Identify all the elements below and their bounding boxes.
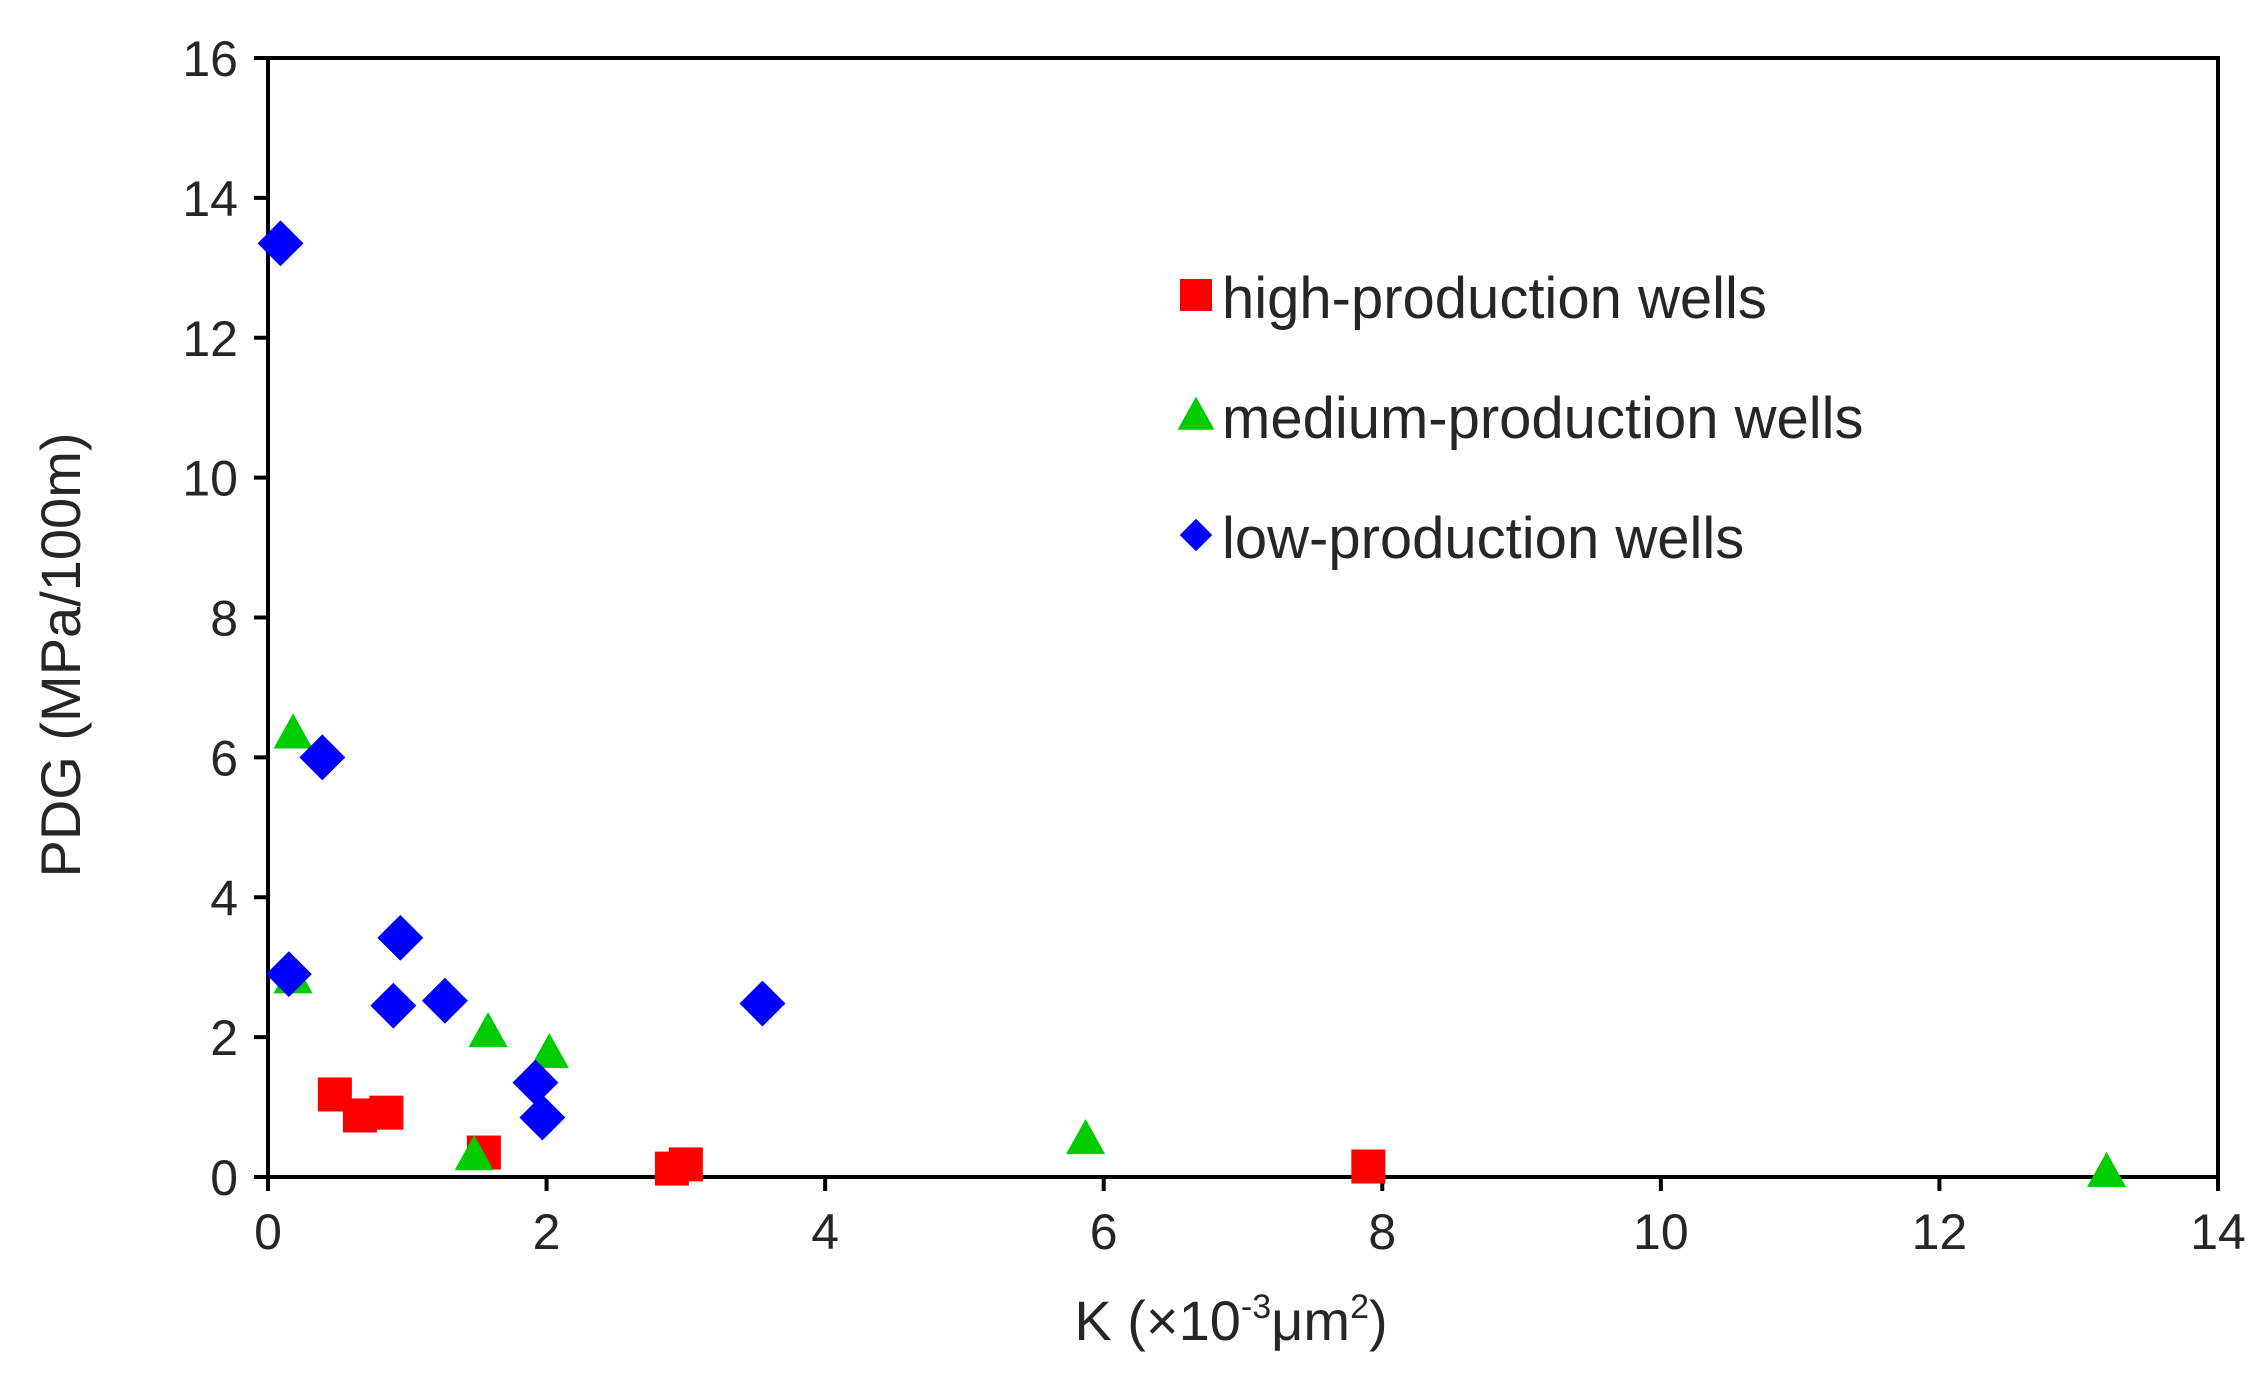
data-point: [377, 914, 424, 961]
x-axis-title-base: K (×10: [1074, 1289, 1241, 1352]
data-point: [369, 1095, 404, 1130]
y-tick-label: 2: [210, 1010, 238, 1066]
legend-label: medium-production wells: [1222, 386, 1863, 451]
y-tick-label: 6: [210, 730, 238, 786]
data-point: [265, 951, 312, 998]
data-point: [468, 1011, 508, 1048]
legend-marker: [1179, 518, 1213, 552]
x-tick-label: 2: [533, 1204, 561, 1260]
x-axis-title-end: ): [1369, 1289, 1388, 1352]
plot-border: [266, 56, 2220, 1179]
x-tick-label: 4: [811, 1204, 839, 1260]
y-tick-label: 8: [210, 591, 238, 647]
x-axis-title-exp1: -3: [1241, 1288, 1271, 1326]
x-tick-label: 10: [1633, 1204, 1689, 1260]
data-point: [529, 1032, 569, 1069]
data-point: [512, 1059, 559, 1106]
data-point: [519, 1094, 566, 1141]
legend-marker: [1177, 396, 1215, 430]
legend: high-production wells medium-production w…: [1177, 266, 1863, 571]
y-tick-label: 14: [182, 171, 238, 227]
data-point: [454, 1135, 494, 1171]
x-axis-title-mid: μm: [1271, 1289, 1350, 1352]
data-point: [257, 220, 304, 267]
data-point: [421, 977, 468, 1024]
legend-marker: [1180, 279, 1212, 311]
x-tick-label: 0: [254, 1204, 282, 1260]
y-axis: 0 2 4 6 8 10 12 14 16: [182, 31, 268, 1206]
series-diamond: [257, 220, 786, 1141]
y-axis-title: PDG (MPa/100m): [29, 433, 92, 878]
data-point: [668, 1147, 703, 1182]
legend-item: low-production wells: [1179, 506, 1744, 571]
x-axis-title-exp2: 2: [1350, 1288, 1369, 1326]
y-tick-label: 4: [210, 870, 238, 926]
data-series: [257, 220, 2127, 1188]
data-point: [1066, 1118, 1106, 1155]
y-tick-label: 12: [182, 311, 238, 367]
data-point: [1351, 1149, 1386, 1184]
legend-item: high-production wells: [1180, 266, 1767, 331]
legend-item: medium-production wells: [1177, 386, 1863, 451]
y-tick-label: 10: [182, 451, 238, 507]
data-point: [370, 982, 417, 1029]
data-point: [273, 713, 313, 749]
data-point: [2087, 1151, 2127, 1188]
plot-area: [266, 56, 2220, 1179]
x-axis: 0 2 4 6 8 10 12 14: [254, 1177, 2246, 1260]
x-tick-label: 12: [1912, 1204, 1968, 1260]
y-tick-label: 16: [182, 31, 238, 87]
x-tick-label: 6: [1090, 1204, 1118, 1260]
legend-label: high-production wells: [1222, 266, 1767, 331]
data-point: [299, 734, 346, 781]
y-tick-label: 0: [210, 1150, 238, 1206]
x-tick-label: 8: [1368, 1204, 1396, 1260]
legend-label: low-production wells: [1222, 506, 1744, 571]
data-point: [739, 980, 786, 1027]
x-axis-title: K (×10-3μm2): [1074, 1288, 1387, 1352]
x-tick-label: 14: [2190, 1204, 2246, 1260]
